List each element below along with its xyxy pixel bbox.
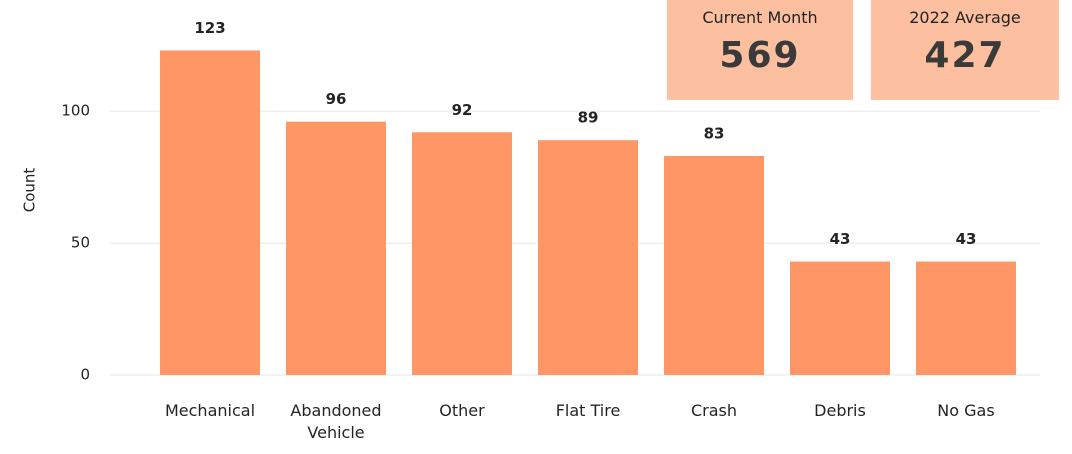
kpi-value: 569 bbox=[719, 35, 801, 76]
x-tick-label: Flat Tire bbox=[555, 401, 621, 420]
kpi-label: 2022 Average bbox=[909, 8, 1021, 27]
kpi-card: 2022 Average 427 bbox=[871, 0, 1059, 100]
bar bbox=[286, 121, 386, 375]
x-tick-label: Mechanical bbox=[164, 401, 256, 420]
x-tick-label: No Gas bbox=[937, 401, 995, 420]
kpi-label: Current Month bbox=[702, 8, 818, 27]
data-label: 96 bbox=[326, 90, 347, 108]
bar bbox=[664, 156, 764, 375]
x-tick-label: Debris bbox=[814, 401, 866, 420]
y-tick-label: 100 bbox=[61, 102, 90, 120]
bar bbox=[790, 261, 890, 375]
bar bbox=[160, 50, 260, 375]
x-tick-label: Crash bbox=[690, 401, 738, 420]
y-tick-label: 0 bbox=[80, 366, 90, 384]
y-tick-label: 50 bbox=[71, 234, 90, 252]
x-tick-label: Abandoned Vehicle bbox=[290, 401, 382, 442]
bar bbox=[916, 261, 1016, 375]
data-label: 89 bbox=[578, 109, 599, 127]
bar bbox=[412, 132, 512, 375]
x-tick-label: Other bbox=[439, 401, 485, 420]
bar bbox=[538, 140, 638, 375]
kpi-card: Current Month 569 bbox=[667, 0, 853, 100]
data-label: 92 bbox=[452, 101, 473, 119]
data-label: 123 bbox=[194, 19, 225, 37]
y-axis-label: Count bbox=[21, 168, 39, 213]
data-label: 83 bbox=[704, 125, 725, 143]
data-label: 43 bbox=[830, 230, 851, 248]
data-label: 43 bbox=[956, 230, 977, 248]
kpi-value: 427 bbox=[924, 35, 1006, 76]
